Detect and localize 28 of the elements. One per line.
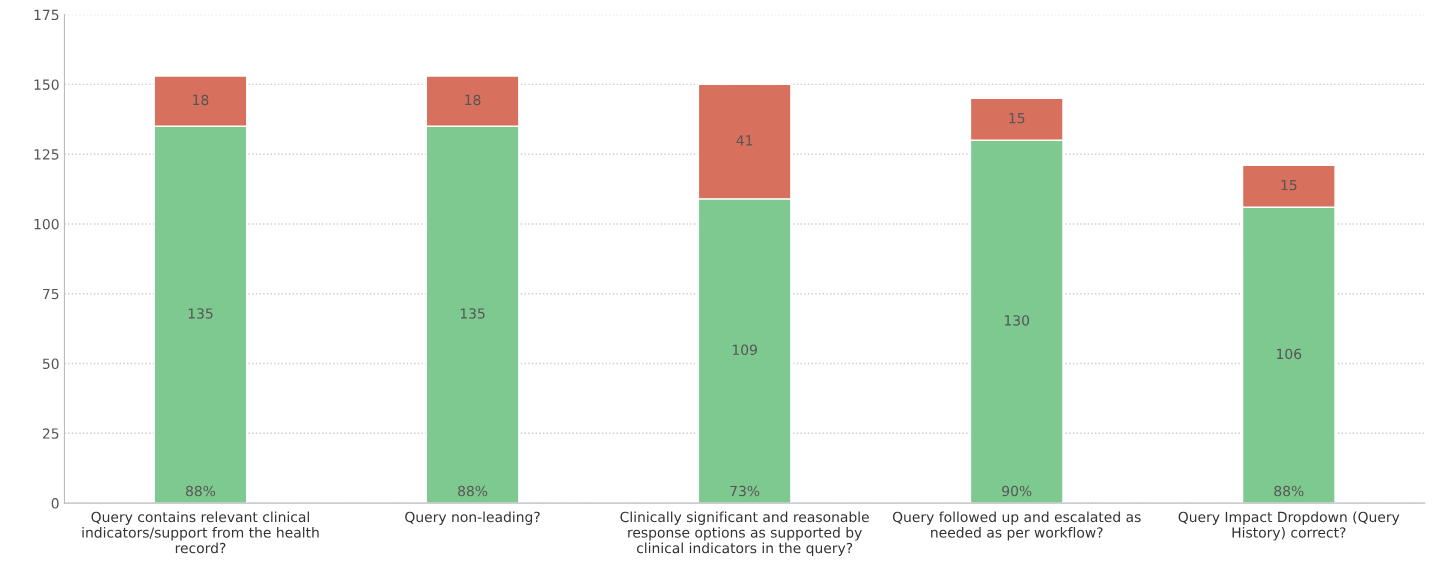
data-label: 15: [1009, 113, 1025, 124]
x-tick-label: Query non-leading?: [405, 511, 540, 525]
y-tick-label: 125: [34, 149, 59, 160]
y-tick-label: 100: [34, 218, 59, 230]
x-tick-label: Clinically significant and reasonable response options as supported by clinical indicators in the query?: [620, 511, 869, 556]
data-label: 109: [732, 344, 757, 355]
y-tick-label: 75: [43, 288, 59, 300]
y-tick-label: 150: [34, 79, 59, 90]
x-tick-label: Query contains relevant clinical indicators/support from the health record?: [82, 511, 319, 554]
y-tick-label: 25: [42, 428, 59, 439]
y-tick-label: 175: [34, 9, 59, 21]
annotation: 90%: [1002, 485, 1032, 497]
data-label: 41: [736, 135, 753, 146]
x-tick-label: Query followed up and escalated as needed as per workflow?: [892, 511, 1141, 541]
data-label: 18: [193, 94, 209, 106]
annotation: 88%: [185, 485, 216, 497]
annotation: 88%: [458, 485, 488, 497]
y-tick-label: 50: [42, 358, 59, 370]
data-label: 135: [188, 308, 213, 319]
x-tick-label: Query Impact Dropdown (Query History) correct?: [1178, 511, 1400, 541]
data-label: 135: [460, 308, 485, 319]
data-label: 106: [1277, 348, 1302, 360]
data-label: 18: [465, 94, 481, 106]
data-label: 130: [1004, 315, 1030, 326]
annotation: 73%: [730, 485, 760, 497]
y-tick-label: 0: [51, 498, 59, 509]
data-label: 15: [1281, 180, 1297, 191]
annotation: 88%: [1274, 485, 1304, 497]
